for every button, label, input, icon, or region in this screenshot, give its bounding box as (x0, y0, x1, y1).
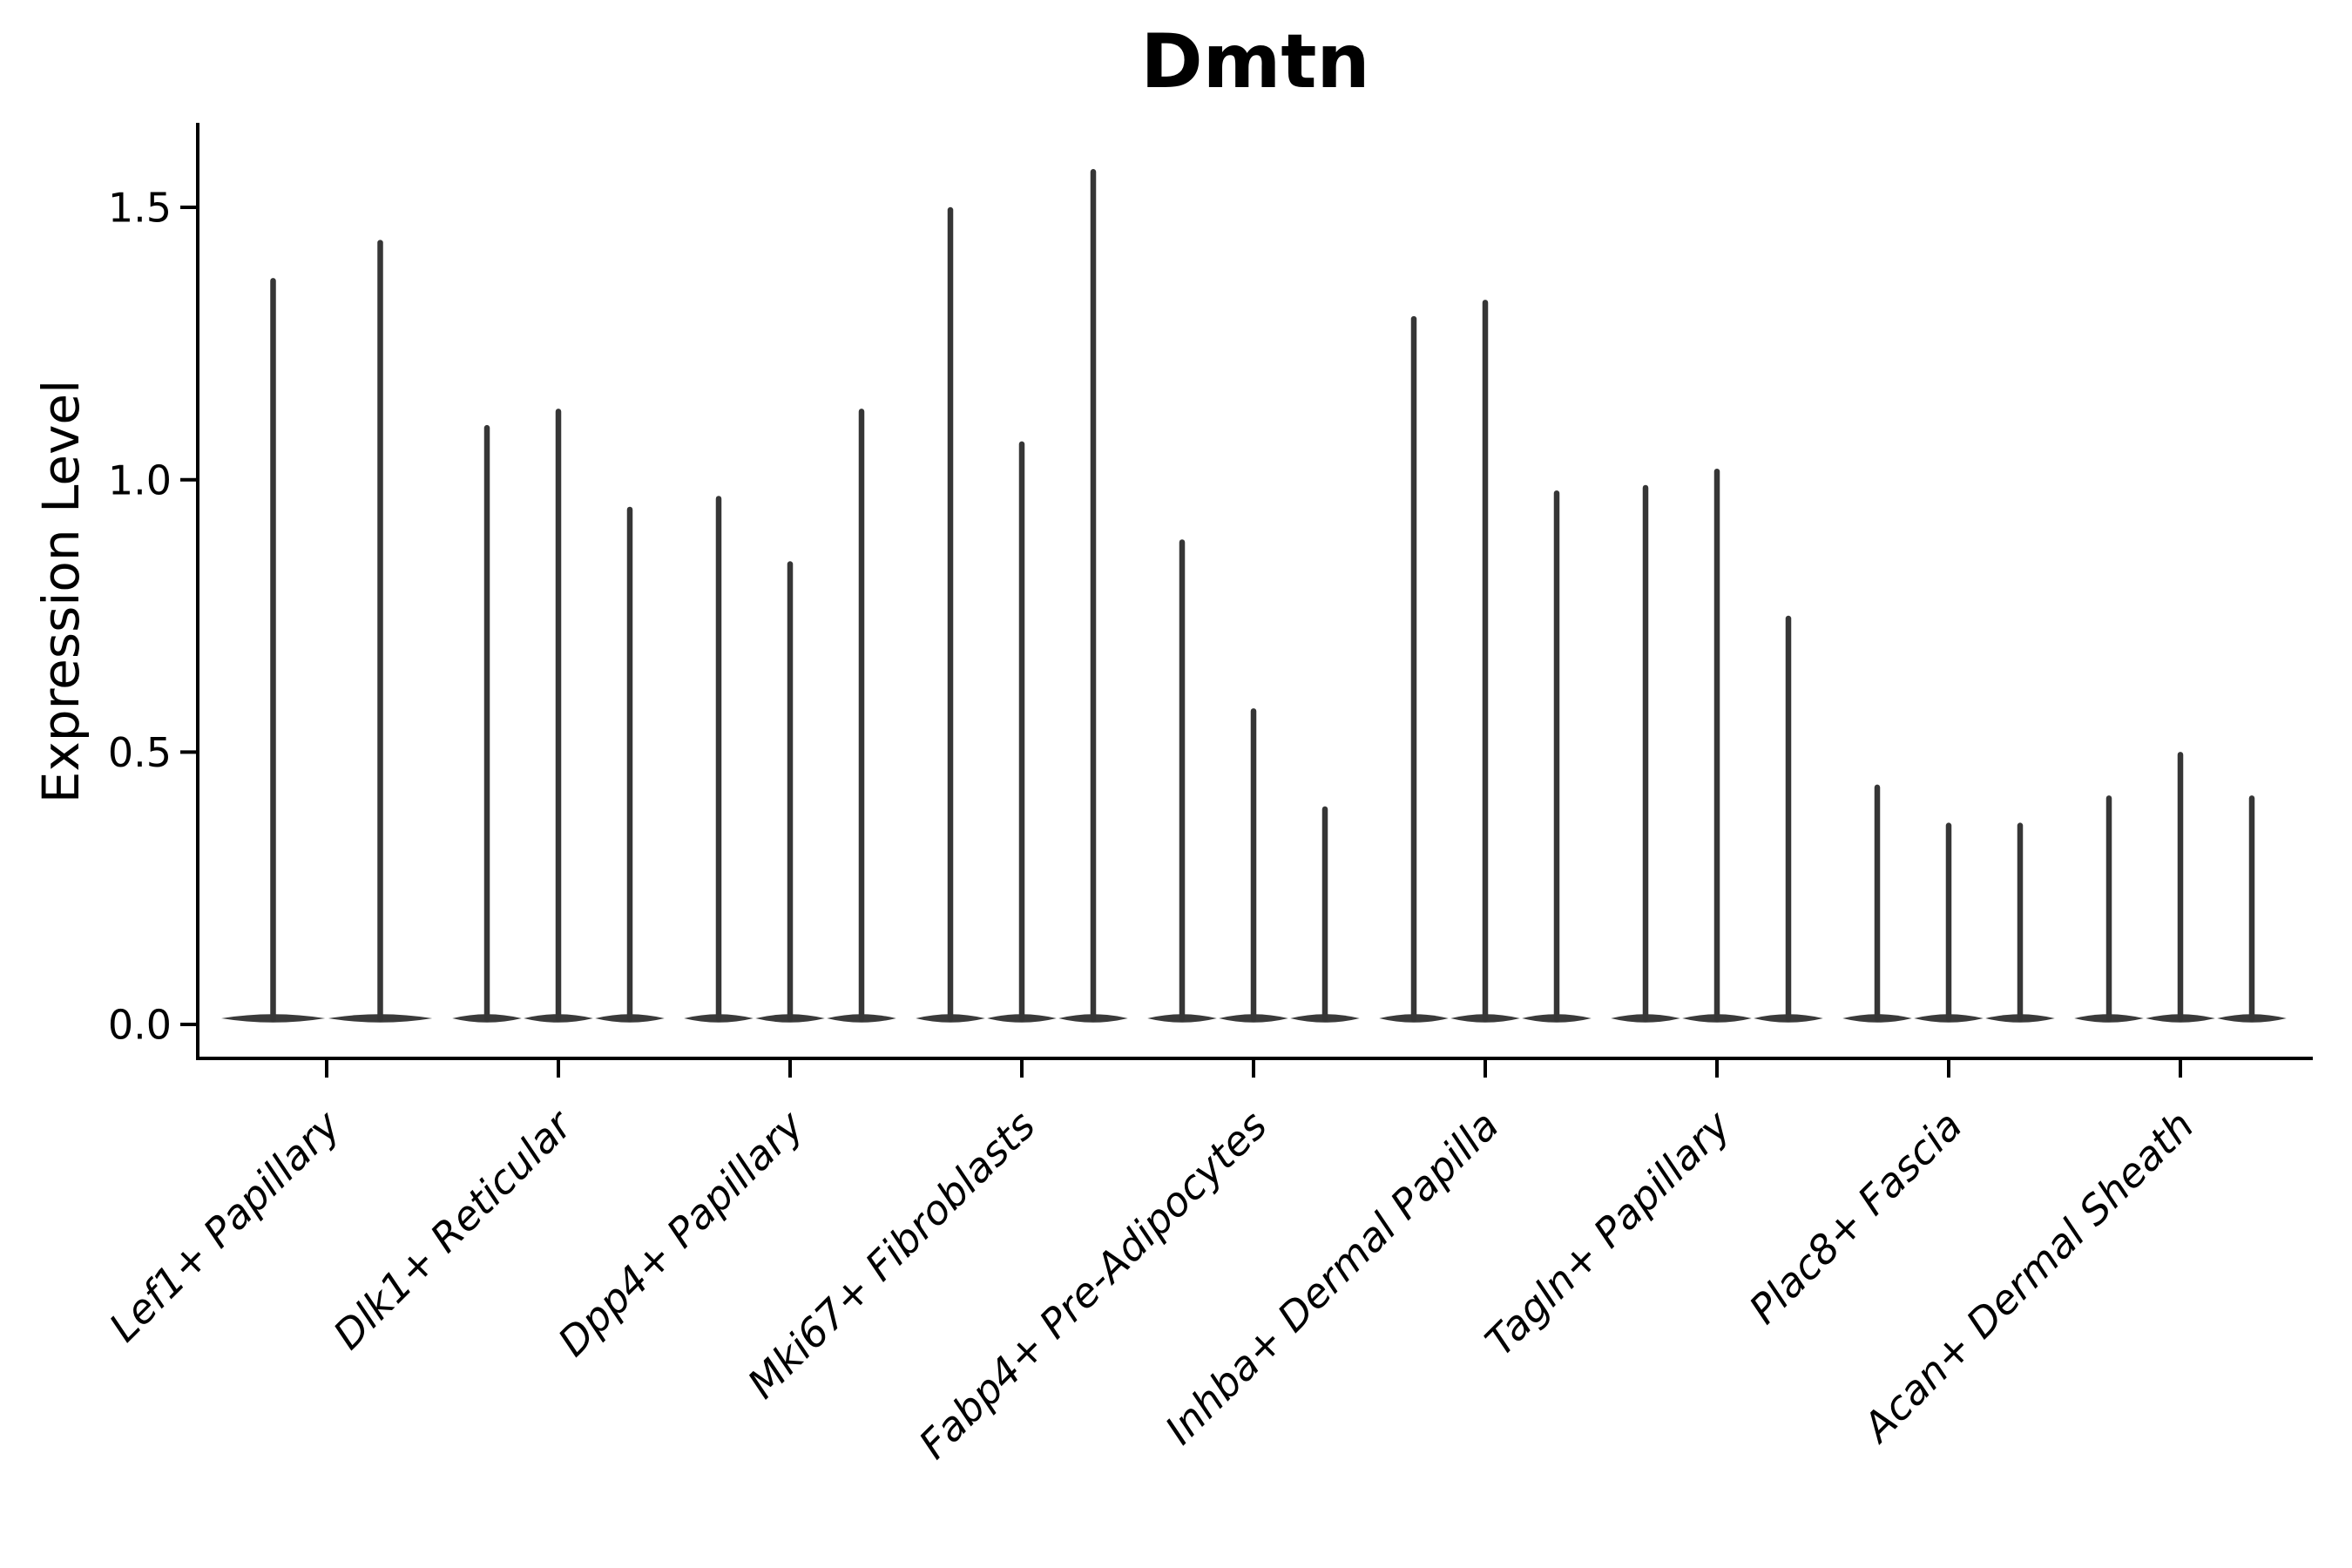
x-tick-label: Plac8+ Fascia (1740, 1102, 1970, 1333)
chart-title: Dmtn (1140, 18, 1370, 105)
y-tick-label: 0.0 (108, 1002, 172, 1049)
x-tick-label: Dlk1+ Reticular (324, 1099, 583, 1358)
x-tick-label: Dpp4+ Papillary (549, 1101, 813, 1365)
y-tick-label: 1.5 (108, 185, 172, 232)
x-tick-label: Lef1+ Papillary (100, 1101, 349, 1350)
y-tick-label: 1.0 (108, 456, 172, 504)
x-tick-label: Tagln+ Papillary (1476, 1101, 1740, 1365)
y-tick-label: 0.5 (108, 729, 172, 776)
